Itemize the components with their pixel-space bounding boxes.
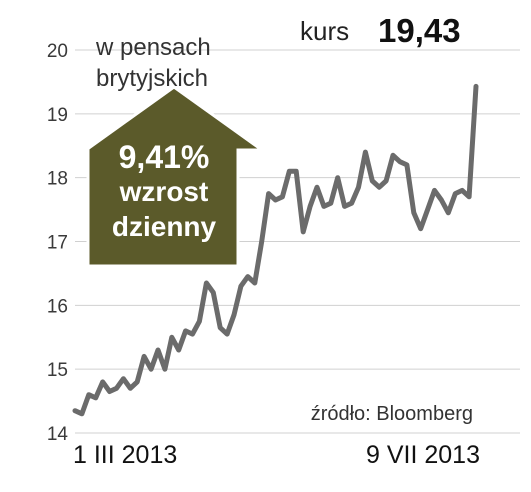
badge-percent: 9,41% (119, 139, 210, 175)
y-tick-label-17: 17 (47, 233, 68, 254)
y-tick-label-20: 20 (47, 41, 68, 62)
y-tick-label-18: 18 (47, 169, 68, 190)
y-tick-label-16: 16 (47, 296, 68, 317)
badge-line1: wzrost (119, 176, 209, 207)
growth-badge: 9,41% wzrost dzienny (81, 85, 267, 268)
kurs-value: 19,43 (378, 12, 461, 49)
y-tick-labels: 14 15 16 17 18 19 20 (47, 41, 69, 445)
price-series-line (72, 83, 479, 417)
y-tick-label-14: 14 (47, 424, 69, 445)
kurs-label: kurs (300, 16, 349, 46)
unit-label-line1: w pensach (95, 34, 211, 61)
y-tick-label-15: 15 (47, 360, 68, 381)
x-tick-label-end: 9 VII 2013 (366, 441, 480, 469)
up-arrow-icon (81, 85, 267, 268)
source-label: źródło: Bloomberg (311, 403, 473, 425)
y-tick-label-19: 19 (47, 105, 68, 126)
x-tick-label-start: 1 III 2013 (73, 441, 177, 469)
unit-label-line2: brytyjskich (96, 65, 208, 92)
badge-line2: dzienny (112, 211, 217, 242)
